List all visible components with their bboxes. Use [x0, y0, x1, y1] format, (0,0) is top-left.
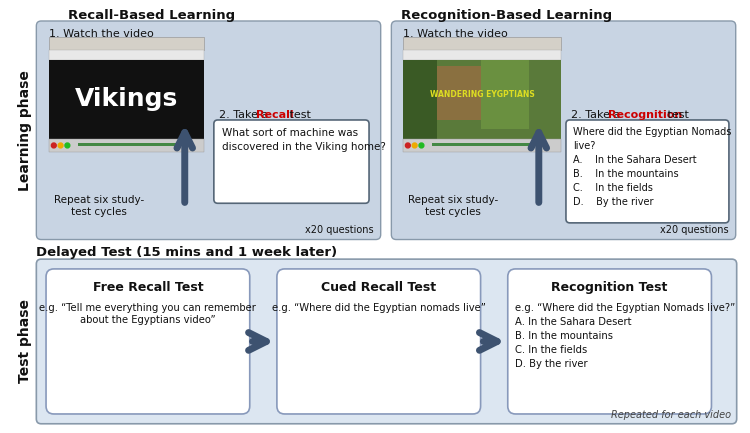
Bar	[403, 60, 561, 139]
Text: Learning phase: Learning phase	[18, 70, 32, 191]
Bar	[78, 143, 184, 146]
Text: e.g. “Tell me everything you can remember
about the Egyptians video”: e.g. “Tell me everything you can remembe…	[40, 303, 256, 325]
Text: e.g. “Where did the Egyptian nomads live”: e.g. “Where did the Egyptian nomads live…	[272, 303, 486, 313]
Text: Test phase: Test phase	[18, 300, 32, 384]
FancyBboxPatch shape	[36, 21, 381, 239]
Bar	[403, 60, 437, 139]
Text: 1. Watch the video: 1. Watch the video	[403, 29, 508, 39]
Circle shape	[406, 143, 410, 148]
Text: 1. Watch the video: 1. Watch the video	[49, 29, 154, 39]
Circle shape	[65, 143, 70, 148]
Text: WANDERING EYGPTIANS: WANDERING EYGPTIANS	[430, 90, 535, 99]
Text: Where did the Egyptian Nomads
live?
A.    In the Sahara Desert
B.    In the moun: Where did the Egyptian Nomads live? A. I…	[573, 127, 731, 207]
Text: Repeat six study-
test cycles: Repeat six study- test cycles	[408, 195, 498, 217]
Text: e.g. “Where did the Egyptian Nomads live?”
A. In the Sahara Desert
B. In the mou: e.g. “Where did the Egyptian Nomads live…	[514, 303, 735, 369]
FancyBboxPatch shape	[46, 269, 250, 414]
Text: Free Recall Test: Free Recall Test	[92, 281, 203, 294]
Bar	[403, 60, 561, 139]
Text: What sort of machine was
discovered in the Viking home?: What sort of machine was discovered in t…	[221, 128, 386, 152]
Bar	[49, 37, 204, 50]
Bar	[403, 50, 561, 60]
Text: Recall: Recall	[256, 110, 293, 120]
Text: Recall-Based Learning: Recall-Based Learning	[68, 9, 236, 22]
Text: Cued Recall Test: Cued Recall Test	[321, 281, 436, 294]
FancyBboxPatch shape	[277, 269, 481, 414]
Text: Recognition: Recognition	[608, 110, 682, 120]
Bar	[49, 139, 204, 152]
Text: Delayed Test (15 mins and 1 week later): Delayed Test (15 mins and 1 week later)	[36, 246, 338, 259]
Bar	[49, 50, 204, 60]
Text: Vikings: Vikings	[75, 87, 178, 111]
Bar	[403, 139, 561, 152]
Text: x20 questions: x20 questions	[305, 225, 374, 235]
Text: Repeated for each video: Repeated for each video	[610, 410, 730, 420]
FancyBboxPatch shape	[36, 259, 736, 424]
Text: Recognition-Based Learning: Recognition-Based Learning	[401, 9, 612, 22]
Bar	[403, 37, 561, 50]
Text: Repeat six study-
test cycles: Repeat six study- test cycles	[54, 195, 144, 217]
Bar	[432, 143, 542, 146]
Bar	[432, 66, 490, 120]
Text: x20 questions: x20 questions	[660, 225, 729, 235]
Text: test: test	[286, 110, 310, 120]
FancyBboxPatch shape	[566, 120, 729, 223]
Circle shape	[413, 143, 417, 148]
FancyBboxPatch shape	[508, 269, 712, 414]
Text: test: test	[664, 110, 688, 120]
Bar	[49, 60, 204, 139]
Text: Recognition Test: Recognition Test	[551, 281, 668, 294]
Bar	[481, 60, 529, 129]
FancyBboxPatch shape	[214, 120, 369, 203]
Text: 2. Take a: 2. Take a	[219, 110, 272, 120]
Circle shape	[419, 143, 424, 148]
FancyBboxPatch shape	[392, 21, 736, 239]
Circle shape	[58, 143, 63, 148]
Circle shape	[51, 143, 56, 148]
Text: 2. Take a: 2. Take a	[571, 110, 624, 120]
